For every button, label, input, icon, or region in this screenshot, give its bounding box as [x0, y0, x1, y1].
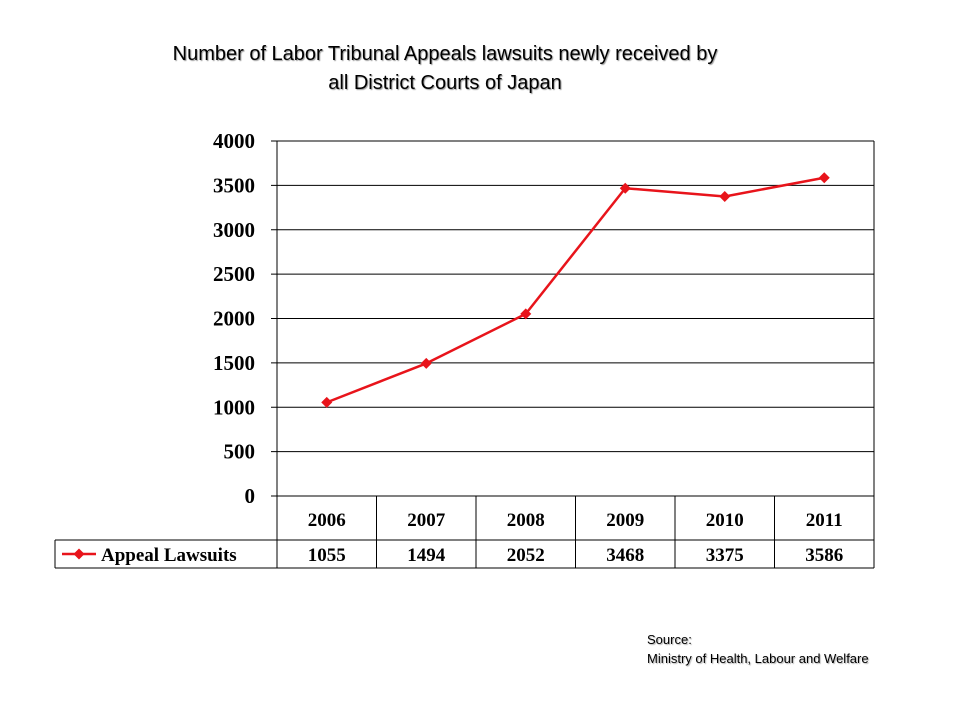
chart-title-line-1: Number of Labor Tribunal Appeals lawsuit…	[172, 43, 718, 65]
data-point-2011	[818, 172, 830, 184]
y-axis: 4000 3500 3000 2500 2000 1500 1000 500 0	[213, 129, 255, 508]
table-value-2009: 3468	[606, 545, 644, 566]
y-tick-label-0: 0	[245, 484, 256, 508]
x-category-label-2006: 2006	[308, 510, 346, 531]
legend-label: Appeal Lawsuits	[101, 545, 237, 566]
series-appeal-lawsuits	[321, 172, 830, 408]
x-category-label-2009: 2009	[606, 510, 644, 531]
y-tick-label-3500: 3500	[213, 173, 255, 197]
legend-marker	[73, 548, 85, 560]
source-note: Source: Ministry of Health, Labour and W…	[647, 630, 869, 668]
x-category-label-2011: 2011	[806, 510, 843, 531]
data-point-2008	[520, 308, 532, 320]
source-label: Source:	[647, 632, 692, 647]
series-line	[326, 176, 825, 404]
table-value-2011: 3586	[805, 545, 843, 566]
y-tick-label-3000: 3000	[213, 218, 255, 242]
y-tick-label-1500: 1500	[213, 351, 255, 375]
gridlines	[271, 140, 875, 497]
x-category-label-2010: 2010	[706, 510, 744, 531]
data-point-2006	[321, 396, 333, 408]
x-category-label-2007: 2007	[407, 510, 446, 531]
table-value-2008: 2052	[507, 545, 545, 566]
data-point-2009	[619, 182, 631, 194]
table-value-2007: 1494	[407, 545, 446, 566]
data-point-2010	[719, 190, 731, 202]
source-text: Ministry of Health, Labour and Welfare	[647, 651, 869, 666]
table-value-2010: 3375	[706, 545, 744, 566]
x-category-label-2008: 2008	[507, 510, 545, 531]
y-tick-label-4000: 4000	[213, 129, 255, 153]
y-tick-label-2500: 2500	[213, 262, 255, 286]
data-table: 2006 2007 2008 2009 2010 2011 1055 1494 2052 3468…	[54, 496, 875, 569]
y-tick-label-1000: 1000	[213, 395, 255, 419]
y-tick-label-500: 500	[224, 440, 256, 464]
data-point-2007	[420, 357, 432, 369]
chart-title: Number of Labor Tribunal Appeals lawsuit…	[40, 40, 850, 98]
y-tick-label-2000: 2000	[213, 307, 255, 331]
chart-title-line-2: all District Courts of Japan	[328, 72, 562, 94]
table-value-2006: 1055	[308, 545, 346, 566]
